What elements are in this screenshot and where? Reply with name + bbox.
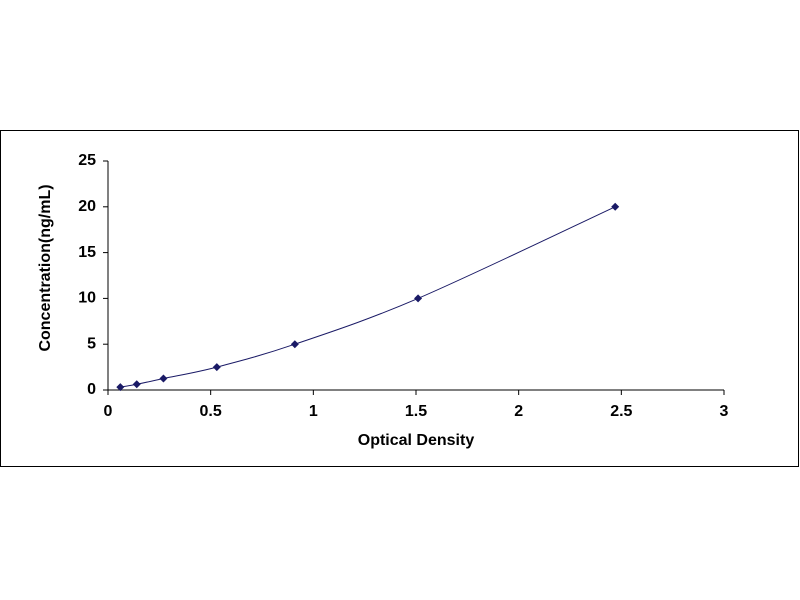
x-tick-label: 2 [514,403,523,420]
y-tick-label: 25 [78,152,96,169]
data-point [290,340,299,349]
data-point [414,294,423,303]
y-tick-label: 0 [87,381,96,398]
data-point [611,202,620,211]
y-tick-label: 15 [78,244,96,261]
x-tick-label: 0.5 [200,403,222,420]
x-tick-label: 1 [309,403,318,420]
x-tick-label: 0 [104,403,113,420]
data-point [132,380,141,389]
x-tick-label: 2.5 [610,403,632,420]
y-tick-label: 10 [78,290,96,307]
y-tick-label: 20 [78,198,96,215]
data-point [116,383,125,392]
x-tick-label: 3 [720,403,729,420]
x-axis-title: Optical Density [358,432,475,449]
y-axis-title: Concentration(ng/mL) [37,184,54,351]
chart-frame [0,130,799,467]
data-point [159,374,168,383]
y-tick-label: 5 [87,335,96,352]
data-point [212,363,221,372]
x-tick-label: 1.5 [405,403,427,420]
